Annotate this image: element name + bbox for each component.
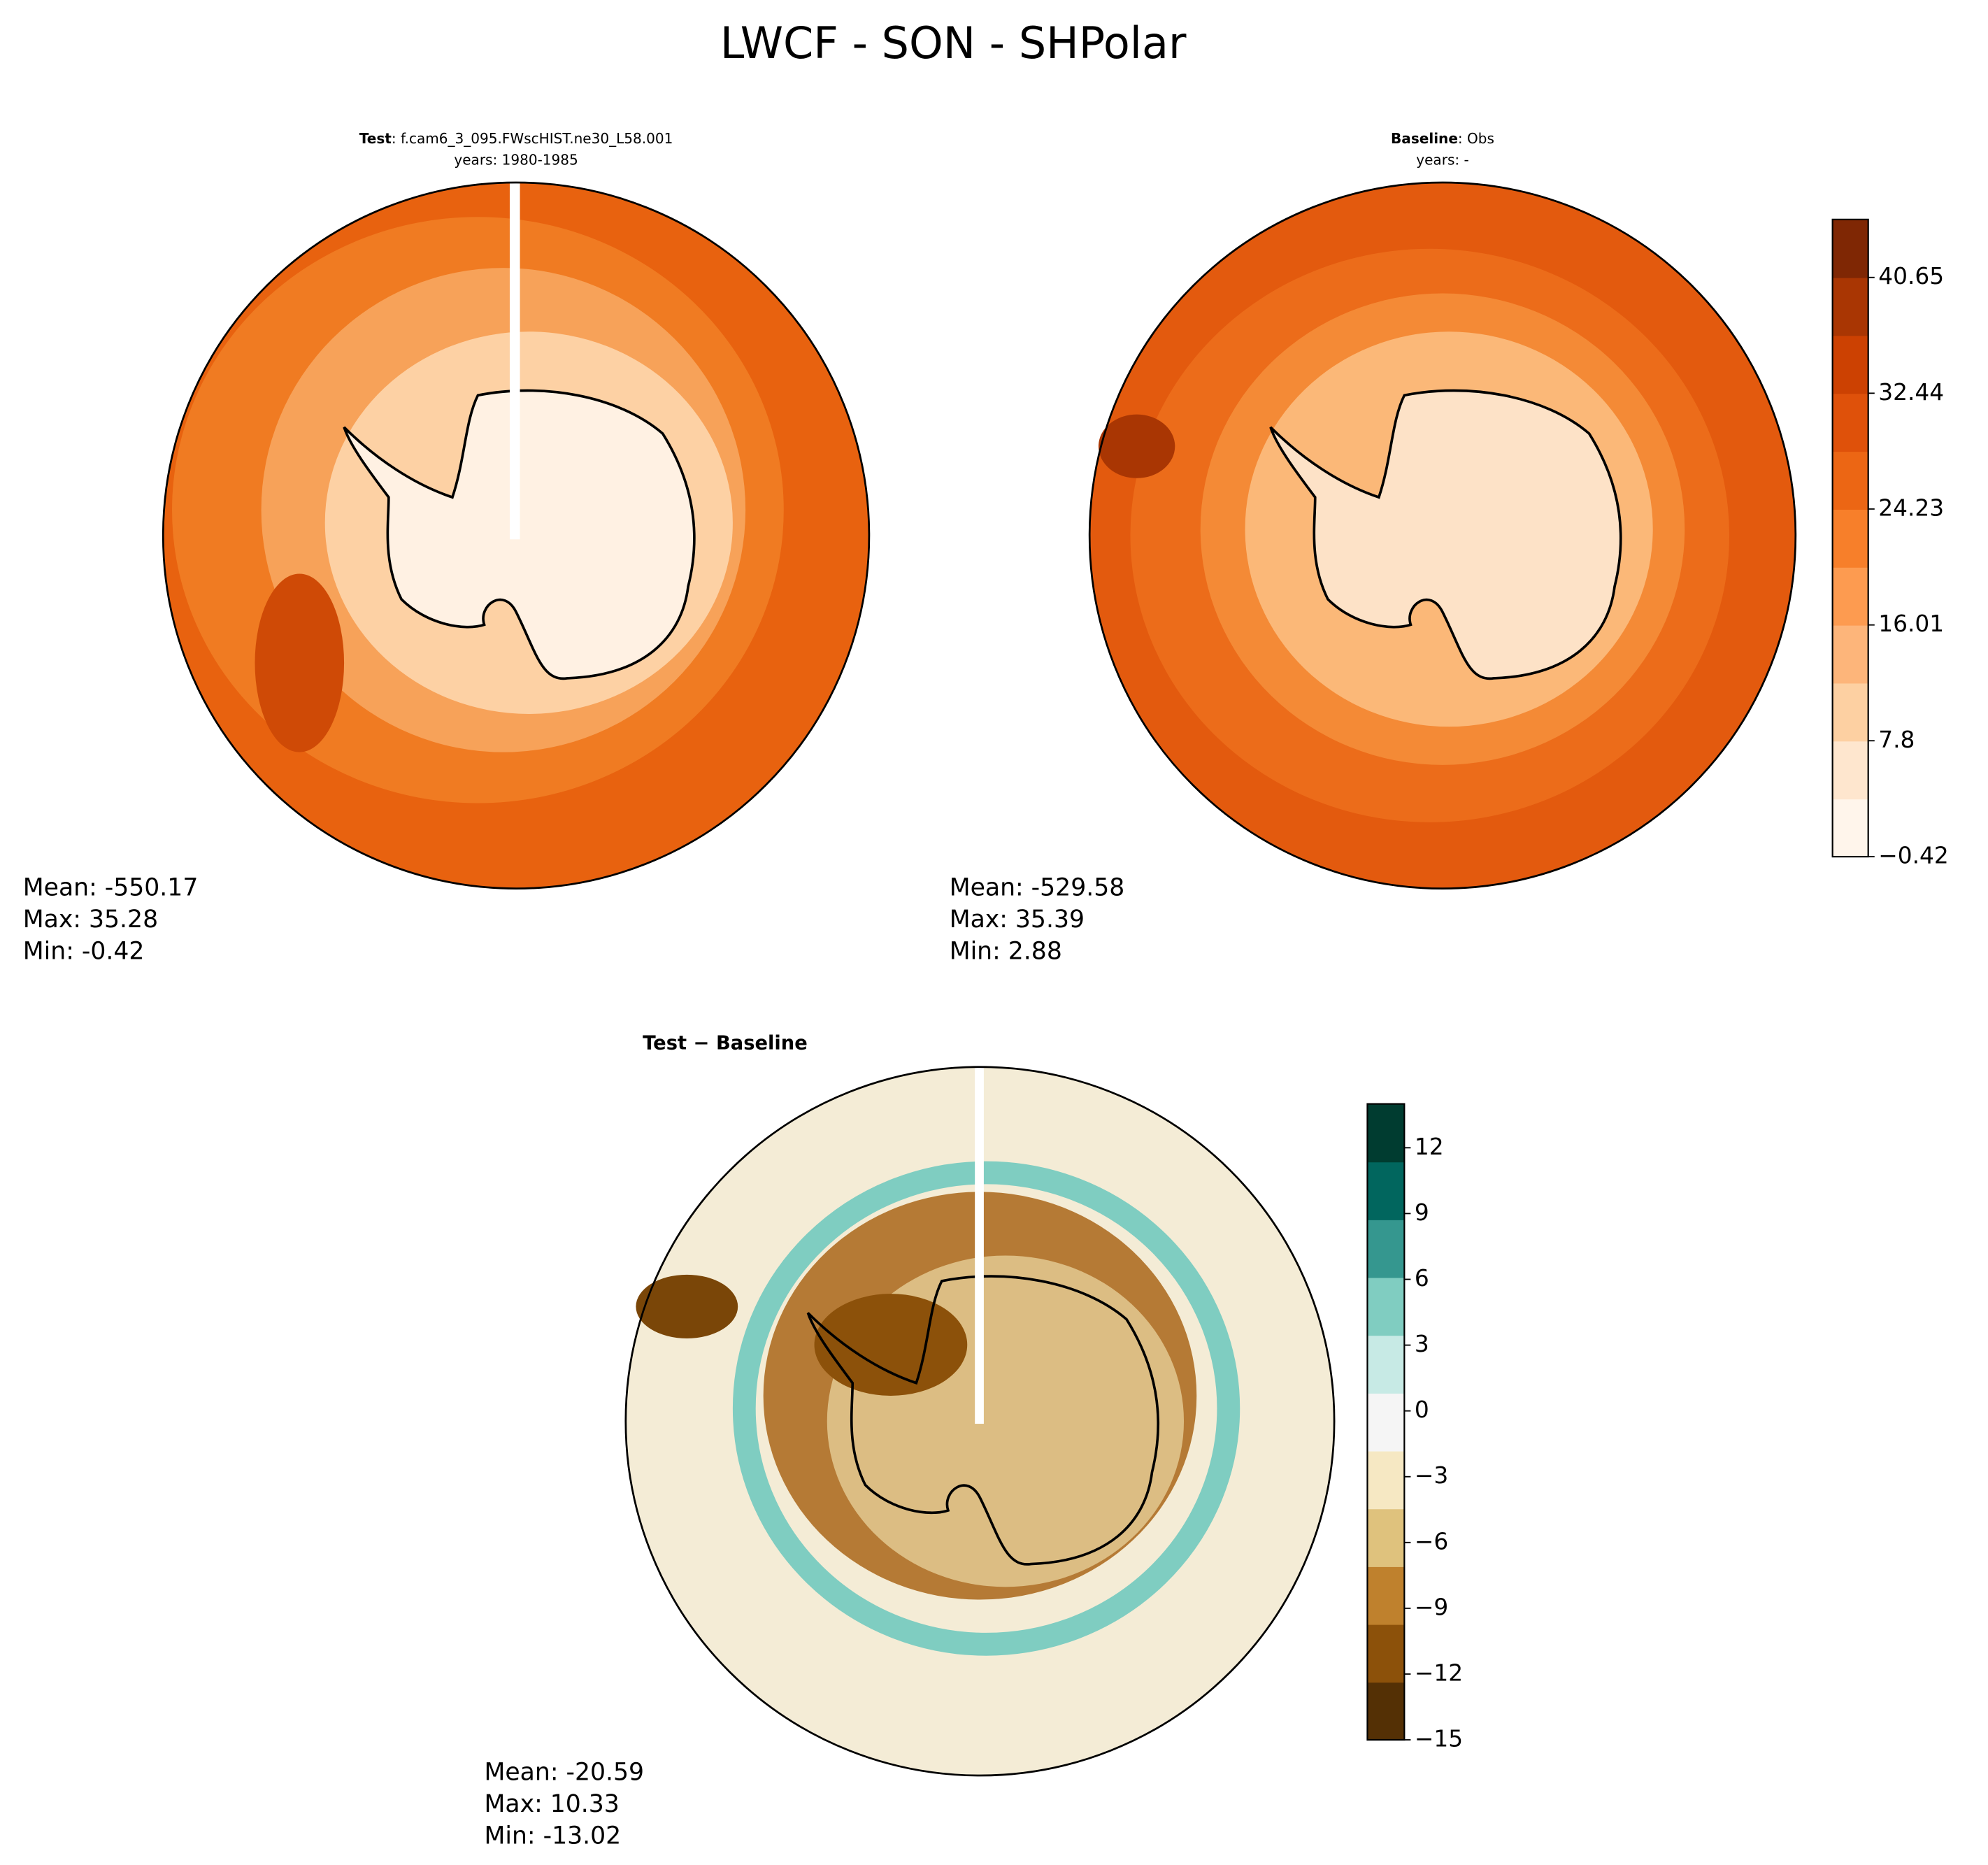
colorbar-bin <box>1367 1103 1405 1163</box>
colorbar-bin <box>1367 1162 1405 1220</box>
stat: Max: 10.33 <box>485 1790 620 1818</box>
stat: Max: 35.28 <box>23 906 158 934</box>
colorbar-bin <box>1367 1566 1405 1625</box>
colorbar-tick-label: −12 <box>1415 1659 1463 1686</box>
colorbar-bin <box>1832 277 1868 336</box>
map-difference <box>624 1066 1336 1777</box>
colorbar-bin <box>1832 624 1868 684</box>
colorbar-tick-label: −6 <box>1415 1528 1448 1555</box>
colorbar-bin <box>1832 741 1868 800</box>
stat: Mean: -550.17 <box>23 874 199 902</box>
colorbar-tick-label: 6 <box>1415 1265 1429 1292</box>
colorbar-tick-label: −15 <box>1415 1726 1463 1752</box>
colorbar-bin <box>1367 1277 1405 1336</box>
colorbar-tick-label: 9 <box>1415 1199 1429 1226</box>
colorbar-bin <box>1832 799 1868 857</box>
colorbar-tick-label: 32.44 <box>1878 379 1944 406</box>
colorbar-tick-label: 40.65 <box>1878 263 1944 290</box>
colorbar-bin <box>1832 451 1868 510</box>
colorbar-bin <box>1367 1508 1405 1567</box>
colorbar-bin <box>1367 1682 1405 1741</box>
stat: Min: -13.02 <box>485 1822 622 1850</box>
stat: Mean: -20.59 <box>485 1758 645 1786</box>
panel-subtitle: years: - <box>1416 152 1468 169</box>
figure-title: LWCF - SON - SHPolar <box>720 17 1187 69</box>
stat: Min: 2.88 <box>950 938 1062 966</box>
stat: Mean: -529.58 <box>950 874 1125 902</box>
panel-title: Test: f.cam6_3_095.FWscHIST.ne30_L58.001 <box>359 130 673 147</box>
panel-title: Baseline: Obs <box>1391 130 1494 147</box>
colorbar-bin <box>1367 1392 1405 1452</box>
colorbar-bin <box>1367 1624 1405 1683</box>
map-baseline <box>1088 181 1797 889</box>
map-test <box>162 181 871 889</box>
colorbar-tick-label: 7.8 <box>1878 727 1915 753</box>
colorbar-bin <box>1367 1335 1405 1394</box>
panel-subtitle: years: 1980-1985 <box>454 152 578 169</box>
colorbar-tick-label: −3 <box>1415 1462 1448 1489</box>
colorbar-tick-label: 3 <box>1415 1331 1429 1357</box>
colorbar-bin <box>1832 335 1868 394</box>
colorbar-tick-label: −0.42 <box>1878 843 1949 869</box>
colorbar-tick-label: 16.01 <box>1878 610 1944 637</box>
colorbar-bin <box>1832 683 1868 742</box>
stat: Max: 35.39 <box>950 906 1085 934</box>
colorbar-frame <box>1831 218 1869 858</box>
stat: Min: -0.42 <box>23 938 145 966</box>
colorbar-bin <box>1832 509 1868 568</box>
colorbar-bin <box>1832 566 1868 626</box>
colorbar-tick-label: 0 <box>1415 1396 1429 1423</box>
colorbar-tick-label: 12 <box>1415 1134 1444 1160</box>
colorbar-bin <box>1367 1219 1405 1278</box>
colorbar-bin <box>1832 393 1868 452</box>
panel-title: Test − Baseline <box>643 1032 808 1054</box>
colorbar-frame <box>1366 1103 1406 1741</box>
colorbar-tick-label: −9 <box>1415 1594 1448 1620</box>
colorbar-bin <box>1832 219 1868 278</box>
colorbar-bin <box>1367 1450 1405 1510</box>
colorbar-tick-label: 24.23 <box>1878 494 1944 521</box>
